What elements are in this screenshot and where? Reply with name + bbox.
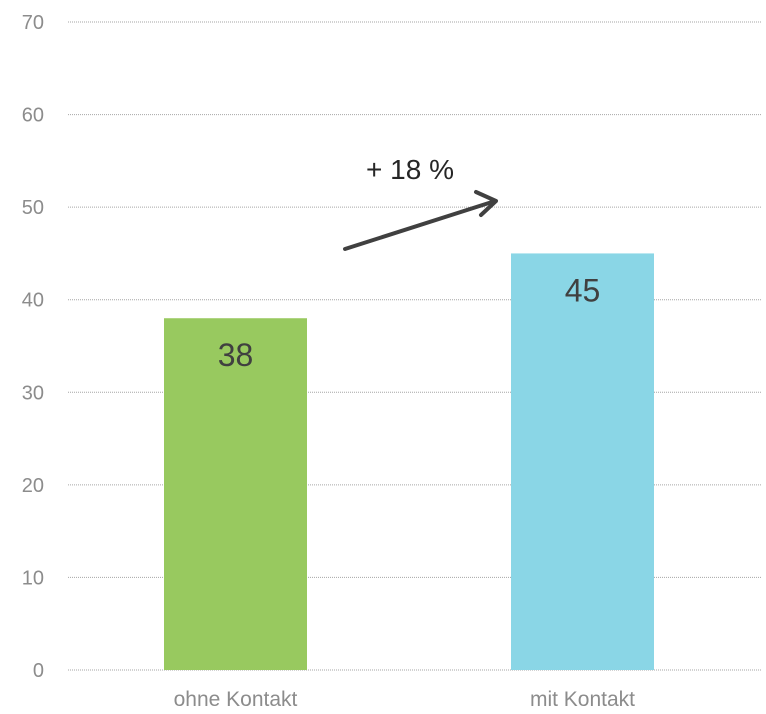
data-label: 45 [565,272,601,308]
bars [164,253,654,670]
annotation-arrow-head [474,190,498,217]
data-label: 38 [218,337,254,373]
y-axis-ticks: 0 10 20 30 40 50 60 70 [22,12,44,682]
data-labels: 38 45 [218,272,601,373]
y-tick-label: 50 [22,197,44,219]
y-tick-label: 20 [22,475,44,497]
y-tick-label: 60 [22,105,44,127]
y-tick-label: 40 [22,290,44,312]
bar-mit-kontakt [511,253,654,670]
y-tick-label: 0 [33,660,44,682]
annotation-text: + 18 % [366,154,454,185]
x-axis-categories: ohne Kontakt mit Kontakt [174,688,636,711]
x-category-label: mit Kontakt [530,688,635,711]
bar-ohne-kontakt [164,318,307,670]
y-tick-label: 70 [22,12,44,34]
y-tick-label: 10 [22,567,44,589]
annotation-arrow-shaft [343,200,494,251]
x-category-label: ohne Kontakt [174,688,298,711]
y-tick-label: 30 [22,382,44,404]
